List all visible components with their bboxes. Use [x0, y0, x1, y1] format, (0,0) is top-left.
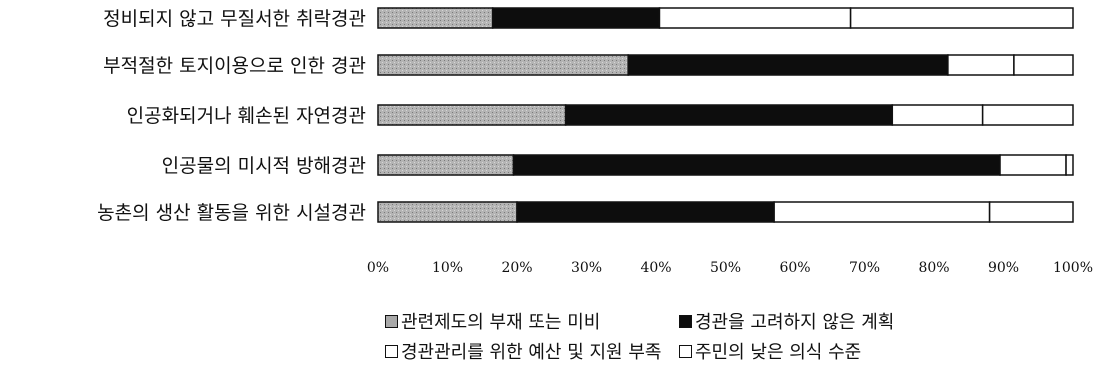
legend-item-2: 경관을 고려하지 않은 계획	[679, 308, 894, 334]
category-label: 농촌의 생산 활동을 위한 시설경관	[97, 202, 366, 224]
bar-segment	[564, 104, 894, 126]
bar-segment	[377, 104, 567, 126]
bar-segment	[627, 54, 949, 76]
x-tick-label: 0%	[367, 260, 389, 276]
x-tick-label: 70%	[849, 260, 880, 276]
legend-swatch-white-2	[679, 344, 692, 358]
x-tick-label: 90%	[988, 260, 1019, 276]
legend-label-2: 경관을 고려하지 않은 계획	[695, 312, 895, 333]
category-label: 인공물의 미시적 방해경관	[162, 155, 366, 177]
x-tick-label: 80%	[918, 260, 949, 276]
bar-segment	[658, 7, 852, 29]
bar-segment	[999, 154, 1067, 176]
x-tick-label: 20%	[501, 260, 532, 276]
category-label: 부적절한 토지이용으로 인한 경관	[103, 55, 366, 77]
bar-segment	[773, 201, 991, 223]
x-tick-label: 50%	[710, 260, 741, 276]
bar-segment	[947, 54, 1015, 76]
legend-item-1: 관련제도의 부재 또는 미비	[385, 308, 600, 334]
category-label: 인공화되거나 훼손된 자연경관	[127, 105, 366, 127]
x-tick-label: 60%	[779, 260, 810, 276]
category-label: 정비되지 않고 무질서한 취락경관	[103, 8, 366, 30]
bar-segment	[849, 7, 1074, 29]
bar-segment	[1013, 54, 1074, 76]
x-tick-label: 40%	[640, 260, 671, 276]
bar-segment	[981, 104, 1074, 126]
legend-label-1: 관련제도의 부재 또는 미비	[401, 312, 601, 333]
legend-label-4: 주민의 낮은 의식 수준	[695, 342, 862, 363]
legend-item-4: 주민의 낮은 의식 수준	[679, 338, 861, 364]
legend-swatch-gray	[385, 314, 398, 328]
bar-segment	[491, 7, 661, 29]
x-tick-label: 10%	[432, 260, 463, 276]
bar-segment	[377, 154, 515, 176]
bar-segment	[512, 154, 1001, 176]
legend-swatch-black	[679, 314, 692, 328]
x-tick-label: 30%	[571, 260, 602, 276]
bar-segment	[377, 201, 518, 223]
legend-swatch-white-1	[385, 344, 398, 358]
bar-segment	[1065, 154, 1074, 176]
bar-segment	[516, 201, 775, 223]
x-tick-label: 100%	[1053, 260, 1093, 276]
bar-segment	[988, 201, 1074, 223]
bar-segment	[891, 104, 984, 126]
legend-item-3: 경관관리를 위한 예산 및 지원 부족	[385, 338, 661, 364]
legend-label-3: 경관관리를 위한 예산 및 지원 부족	[401, 342, 662, 363]
bar-segment	[377, 54, 629, 76]
bar-segment	[377, 7, 494, 29]
